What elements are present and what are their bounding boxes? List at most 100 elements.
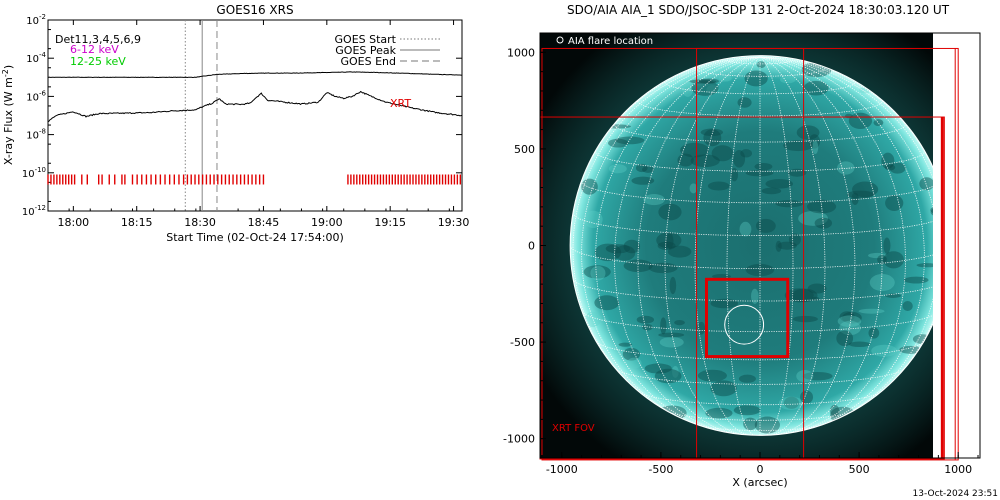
goes-y-tick-base: 10 (22, 169, 35, 180)
longitude-line (759, 56, 950, 246)
goes-x-tick-label: 18:45 (248, 216, 280, 229)
solar-texture-patch (885, 195, 904, 211)
solar-texture-patch (783, 140, 813, 152)
solar-texture-patch (807, 283, 827, 294)
detector-label: Det11,3,4,5,6,9 (55, 33, 141, 46)
solar-texture-patch (844, 113, 853, 119)
aia-x-ticks: -1000 -500 0 500 1000 (541, 452, 979, 476)
solar-texture-patch (622, 347, 640, 361)
goes-series-short (48, 90, 462, 123)
solar-texture-patch (796, 125, 820, 140)
longitude-line (595, 56, 761, 432)
solar-texture-patch (842, 311, 862, 324)
solar-texture-patch (660, 317, 667, 335)
longitude-line (759, 56, 906, 434)
goes-y-axis-label-close: ) (2, 65, 15, 69)
solar-texture-patch (765, 178, 794, 189)
goes-y-axis-label: X-ray Flux (W m-2) (1, 65, 15, 165)
aia-y-tick-label: -1000 (503, 433, 535, 446)
goes-y-tick-label: 10-4 (26, 51, 46, 65)
goes-y-tick-base: 10 (26, 16, 39, 27)
solar-texture-patch (697, 369, 727, 382)
solar-texture-patch (680, 142, 710, 158)
longitude-line (759, 56, 925, 432)
aia-x-tick-label: 500 (849, 463, 870, 476)
solar-texture-patch (674, 320, 685, 326)
solar-texture-patch (677, 153, 694, 167)
goes-series-long (48, 71, 462, 79)
solar-texture-patch (690, 154, 720, 168)
solar-texture-patch (783, 396, 800, 409)
solar-texture-patch (669, 276, 677, 295)
solar-texture-patch (883, 237, 891, 254)
solar-texture-patch (775, 199, 804, 208)
solar-texture-patch (654, 368, 682, 384)
longitude-line (570, 56, 761, 246)
solar-texture-patch (812, 140, 819, 155)
solar-texture-patch (869, 273, 895, 292)
goes-event-markers (184, 20, 218, 211)
solar-texture-patch (707, 181, 730, 191)
solar-texture-patch (796, 369, 814, 383)
flare-location-circle (724, 304, 765, 345)
solar-texture-patch (744, 70, 768, 87)
solar-texture-patch (672, 366, 679, 378)
solar-texture-patch (631, 176, 655, 185)
solar-texture-patch (755, 218, 776, 233)
solar-texture-patch (837, 161, 855, 175)
solar-texture-patch (583, 210, 603, 229)
goes-y-axis-label-sup: -2 (1, 69, 10, 77)
goes-y-tick-exponent: -10 (35, 166, 46, 174)
solar-texture-patch (871, 344, 898, 357)
solar-texture-patch (881, 152, 895, 169)
solar-texture-patch (584, 311, 601, 328)
solar-texture-patch (745, 169, 774, 177)
solar-texture-patch (594, 295, 620, 311)
aia-y-tick-label: 1000 (507, 46, 535, 59)
solar-texture-patch (808, 134, 821, 149)
legend-goes-start: GOES Start (335, 33, 397, 46)
energy-band-6-12: 6-12 keV (70, 43, 119, 56)
solar-texture-patch (848, 341, 871, 348)
solar-texture-patch (711, 145, 734, 162)
goes-x-tick-label: 19:30 (438, 216, 470, 229)
goes-x-tick-label: 18:15 (121, 216, 153, 229)
solar-texture-patch (837, 315, 862, 328)
solar-texture-patch (712, 273, 731, 279)
xrt-fov-small-box (704, 277, 790, 359)
solar-texture-patch (689, 183, 698, 194)
solar-texture-patch (779, 75, 796, 84)
aia-y-tick-label: -500 (510, 336, 535, 349)
longitude-line (572, 56, 761, 401)
solar-texture-patch (594, 243, 622, 262)
footer-timestamp: 13-Oct-2024 23:51 (913, 489, 998, 499)
longitude-line (581, 56, 761, 426)
solar-texture-patch (916, 263, 938, 268)
solar-texture-patch (803, 80, 829, 96)
solar-texture-patch (659, 336, 684, 348)
solar-texture-patch (583, 265, 611, 279)
solar-texture-patch (635, 163, 648, 173)
solar-texture-patch (700, 128, 724, 137)
solar-texture-patch (656, 232, 682, 249)
energy-band-12-25: 12-25 keV (70, 55, 126, 68)
aia-panel: SDO/AIA AIA_1 SDO/JSOC-SDP 131 2-Oct-202… (503, 3, 998, 499)
solar-texture-patch (751, 288, 759, 304)
goes-legend: GOES Start GOES Peak GOES End (335, 33, 440, 68)
goes-panel: GOES16 XRS 18:00 18:15 18:30 18:45 19:00 19:1… (1, 3, 469, 244)
goes-y-tick-label: 10-10 (22, 166, 46, 180)
solar-texture-patch (667, 245, 692, 258)
aia-y-tick-label: 500 (514, 143, 535, 156)
solar-texture-patch (839, 320, 861, 336)
solar-texture-patch (756, 61, 766, 69)
aia-y-tick-label: 0 (528, 240, 535, 253)
solar-texture-patch (658, 332, 685, 338)
goes-y-tick-exponent: -8 (39, 128, 46, 136)
aia-title: SDO/AIA AIA_1 SDO/JSOC-SDP 131 2-Oct-202… (567, 3, 950, 17)
goes-observation-blocks (47, 174, 462, 185)
goes-x-tick-label: 19:15 (374, 216, 406, 229)
goes-y-tick-label: 10-12 (22, 204, 46, 218)
legend-goes-end: GOES End (340, 55, 396, 68)
solar-texture-patch (851, 192, 859, 205)
solar-texture-patch (791, 288, 818, 303)
